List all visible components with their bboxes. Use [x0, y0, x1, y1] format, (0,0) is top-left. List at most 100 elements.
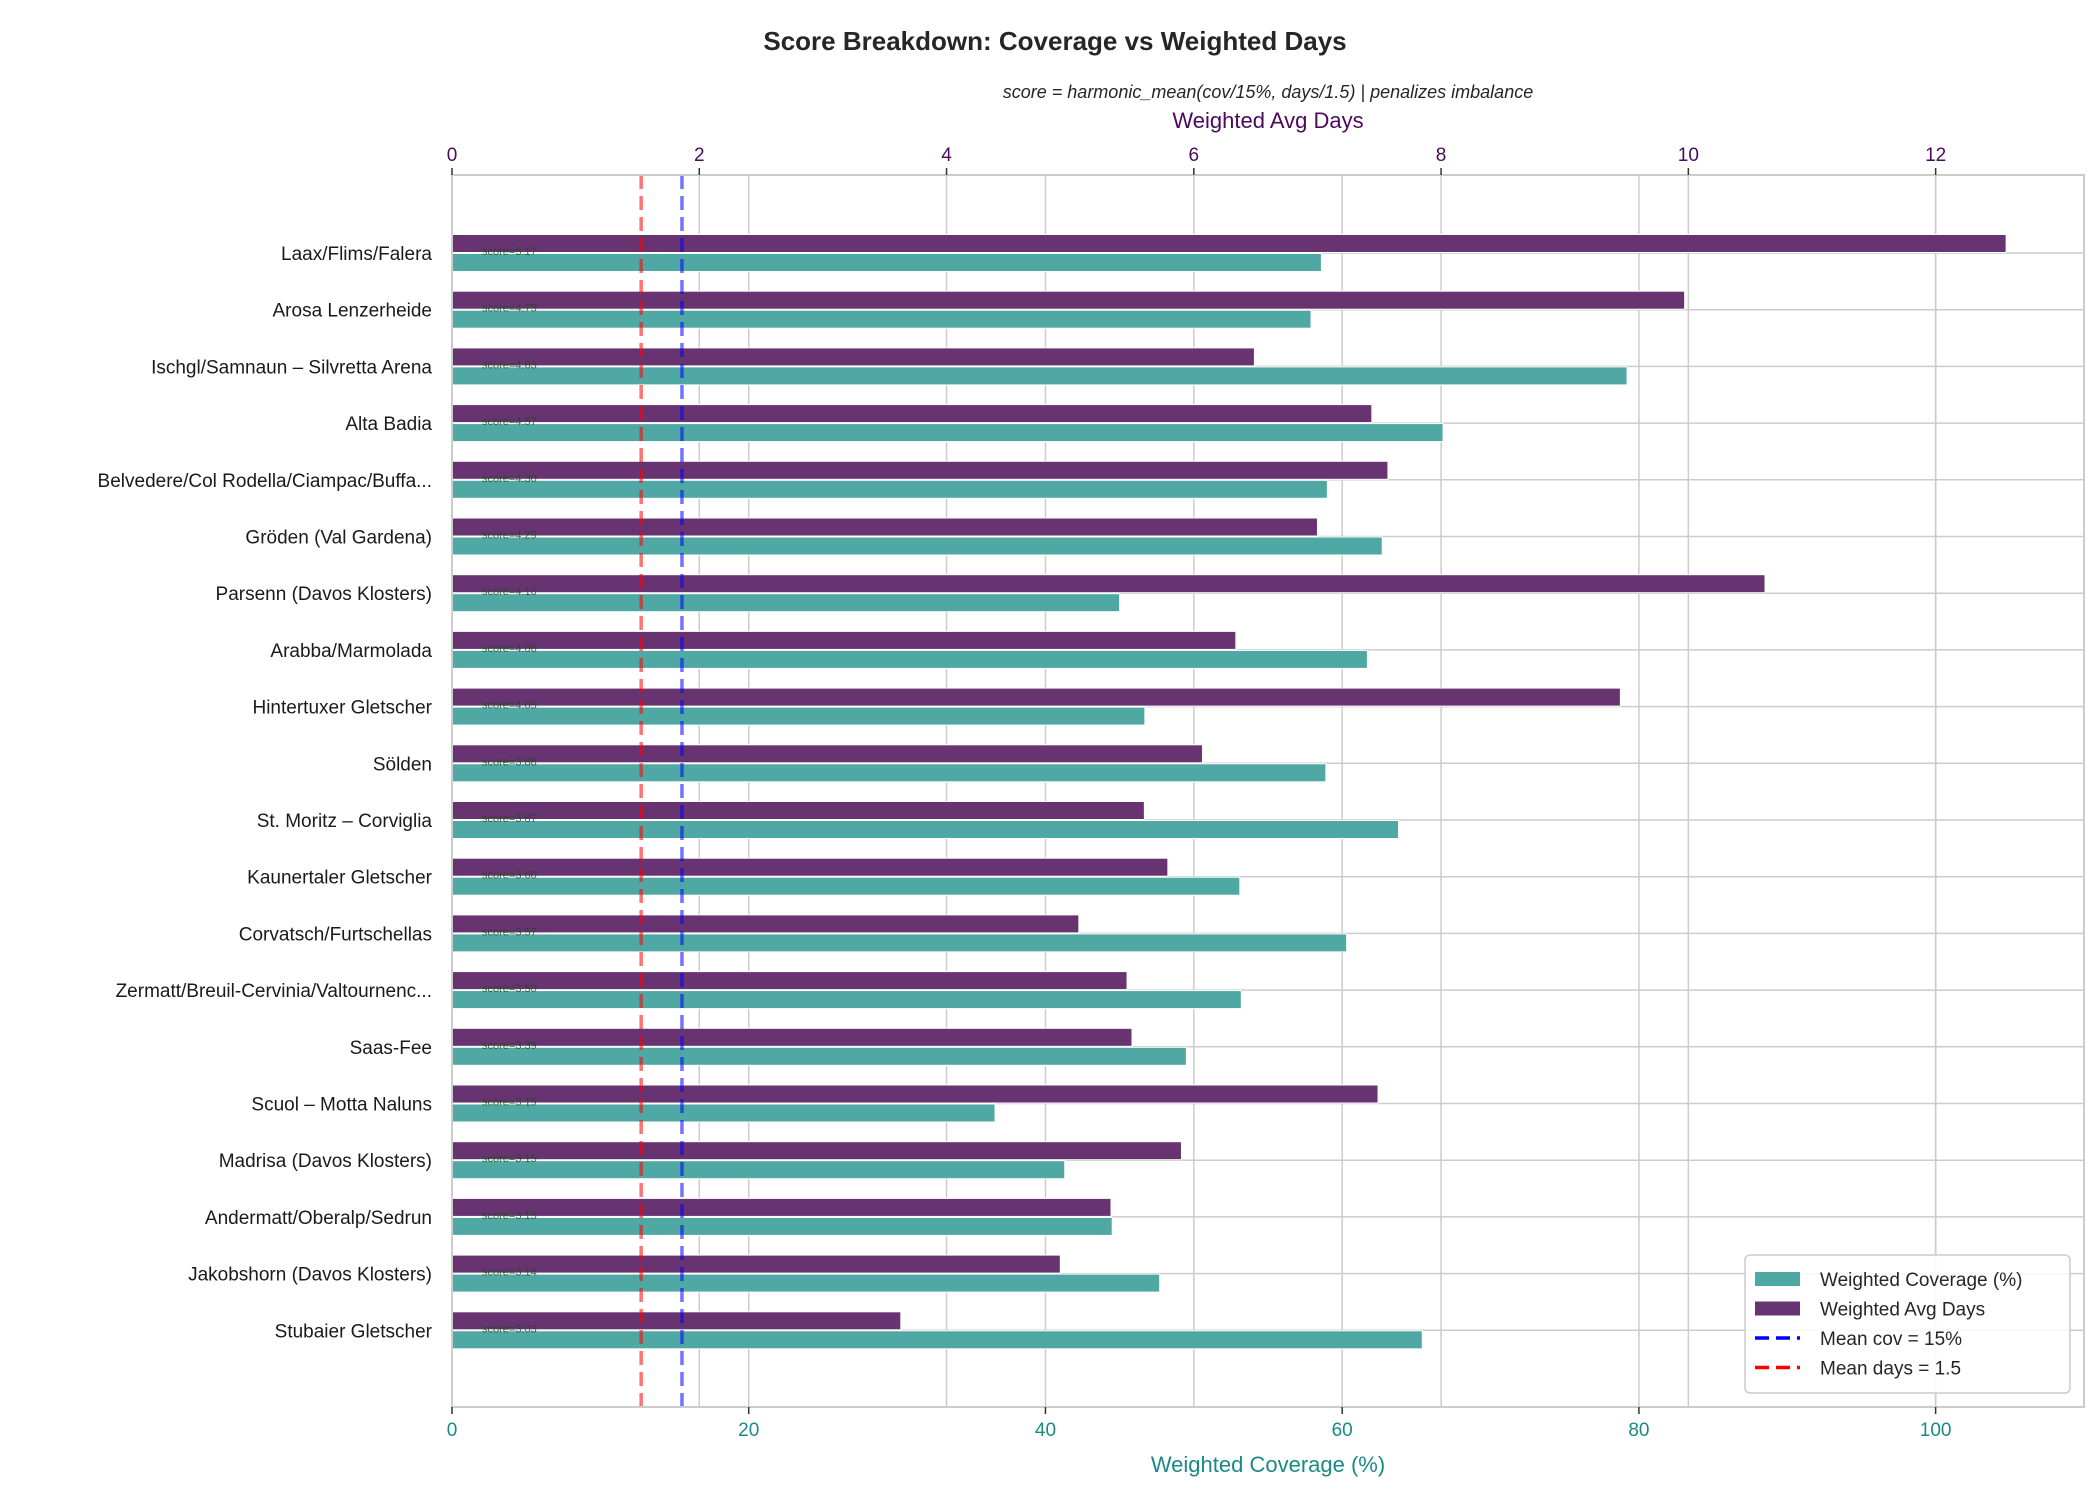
category-label: Stubaier Gletscher — [275, 1321, 433, 1342]
score-label: score=3.14 — [482, 1267, 537, 1279]
days-bar — [451, 630, 1237, 650]
category-label: Gröden (Val Gardena) — [245, 528, 432, 549]
top-tick-label: 4 — [941, 145, 952, 166]
coverage-bar — [451, 253, 1322, 272]
score-label: score=4.29 — [482, 530, 537, 542]
category-label: Madrisa (Davos Klosters) — [219, 1151, 432, 1172]
top-axis-label: Weighted Avg Days — [1172, 108, 1363, 133]
category-label: Alta Badia — [345, 414, 432, 435]
coverage-bar — [451, 423, 1444, 443]
coverage-bar — [451, 593, 1121, 613]
days-bar — [451, 1084, 1379, 1104]
top-tick-label: 2 — [694, 145, 705, 166]
days-bar — [451, 687, 1621, 707]
category-label: St. Moritz – Corviglia — [257, 811, 433, 832]
score-label: score=4.10 — [482, 586, 537, 598]
score-label: score=3.50 — [482, 983, 537, 995]
category-label: Hintertuxer Gletscher — [252, 698, 432, 719]
coverage-bar — [451, 706, 1146, 726]
bottom-tick-label: 100 — [1920, 1420, 1952, 1441]
top-tick-label: 8 — [1436, 145, 1447, 166]
days-bar — [451, 460, 1389, 480]
coverage-bar — [451, 309, 1312, 329]
days-bar — [451, 744, 1203, 764]
score-label: score=4.30 — [482, 473, 537, 485]
chart-title: Score Breakdown: Coverage vs Weighted Da… — [763, 26, 1346, 56]
bottom-tick-label: 80 — [1628, 1420, 1649, 1441]
top-tick-label: 0 — [447, 145, 458, 166]
score-label: score=3.60 — [482, 870, 537, 882]
days-bar — [451, 801, 1145, 820]
coverage-bar — [451, 1330, 1423, 1350]
score-label: score=3.57 — [482, 926, 537, 938]
days-bar — [451, 1027, 1133, 1047]
days-bar — [451, 290, 1686, 310]
top-tick-label: 10 — [1678, 145, 1699, 166]
category-label: Arosa Lenzerheide — [273, 301, 433, 322]
coverage-bar — [451, 649, 1368, 669]
days-bar — [451, 234, 2007, 253]
score-label: score=3.15 — [482, 1153, 537, 1165]
days-bar — [451, 914, 1080, 934]
legend-days-label: Weighted Avg Days — [1820, 1300, 1985, 1321]
legend-box — [1744, 1254, 2071, 1394]
bottom-tick-label: 0 — [447, 1420, 458, 1441]
category-label: Ischgl/Samnaun – Silvretta Arena — [151, 357, 432, 378]
top-tick-label: 6 — [1189, 145, 1200, 166]
score-label: score=5.17 — [482, 246, 537, 258]
category-label: Belvedere/Col Rodella/Ciampac/Buffa... — [98, 471, 432, 492]
legend-days-swatch — [1755, 1301, 1800, 1316]
category-label: Laax/Flims/Falera — [281, 244, 432, 265]
score-label: score=3.88 — [482, 756, 537, 768]
category-label: Sölden — [373, 754, 432, 775]
coverage-bar — [451, 479, 1328, 499]
coverage-bar — [451, 990, 1242, 1010]
coverage-bar — [451, 536, 1383, 556]
score-label: score=4.63 — [482, 359, 537, 371]
coverage-bar — [451, 763, 1327, 783]
days-bar — [451, 1141, 1182, 1161]
coverage-bar — [451, 1160, 1066, 1180]
legend-mean-coverage-label: Mean cov = 15% — [1820, 1329, 1962, 1350]
days-bar — [451, 517, 1318, 537]
score-label: score=4.57 — [482, 416, 537, 428]
top-tick-label: 12 — [1925, 145, 1946, 166]
coverage-bar — [451, 1273, 1161, 1293]
bottom-axis-label: Weighted Coverage (%) — [1151, 1452, 1385, 1477]
days-bar — [451, 574, 1766, 594]
score-label: score=4.75 — [482, 303, 537, 315]
days-bar — [451, 857, 1169, 877]
days-bar — [451, 404, 1373, 424]
bottom-tick-label: 20 — [738, 1420, 759, 1441]
score-label: score=3.39 — [482, 1040, 537, 1052]
coverage-bar — [451, 1046, 1187, 1066]
legend-coverage-label: Weighted Coverage (%) — [1820, 1270, 2022, 1291]
coverage-bar — [451, 820, 1400, 839]
days-bar — [451, 347, 1255, 367]
legend-coverage-swatch — [1755, 1272, 1800, 1286]
days-bar — [451, 1254, 1061, 1274]
coverage-bar — [451, 366, 1628, 386]
plot-frame — [451, 174, 2085, 1408]
chart-subtitle: score = harmonic_mean(cov/15%, days/1.5)… — [1003, 82, 1533, 102]
score-label: score=3.15 — [482, 1210, 537, 1222]
category-label: Scuol – Motta Naluns — [251, 1095, 432, 1116]
coverage-bar — [451, 876, 1241, 896]
category-label: Saas-Fee — [350, 1038, 432, 1059]
score-label: score=3.03 — [482, 1323, 537, 1335]
category-label: Kaunertaler Gletscher — [247, 868, 432, 889]
score-label: score=3.19 — [482, 1097, 537, 1109]
bottom-tick-label: 40 — [1035, 1420, 1056, 1441]
legend-mean-days-label: Mean days = 1.5 — [1820, 1359, 1961, 1380]
category-label: Parsenn (Davos Klosters) — [216, 584, 432, 605]
bottom-tick-label: 60 — [1332, 1420, 1353, 1441]
category-label: Andermatt/Oberalp/Sedrun — [205, 1208, 432, 1229]
category-label: Zermatt/Breuil-Cervinia/Valtournenc... — [116, 981, 432, 1002]
days-bar — [451, 1197, 1112, 1217]
coverage-bar — [451, 1216, 1113, 1236]
coverage-bar — [451, 933, 1348, 953]
category-label: Arabba/Marmolada — [270, 641, 432, 662]
score-label: score=4.06 — [482, 643, 537, 655]
category-label: Corvatsch/Furtschellas — [239, 924, 432, 945]
